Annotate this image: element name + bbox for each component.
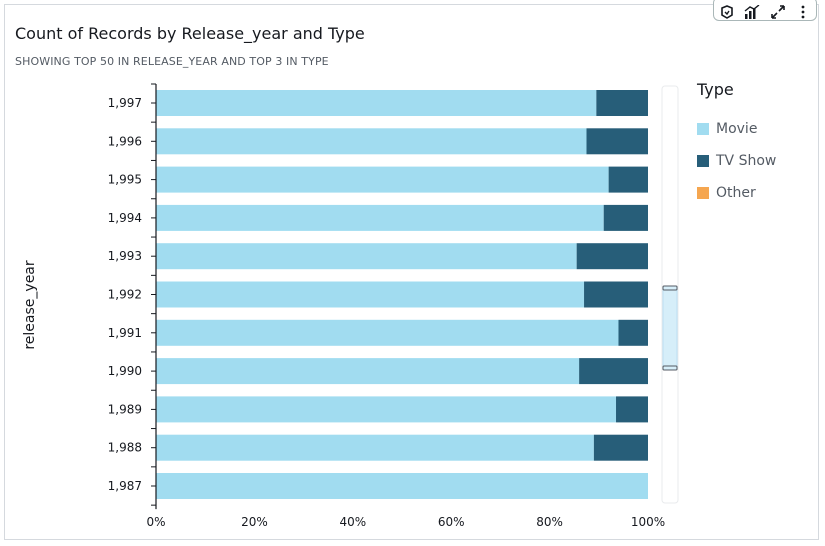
- bar-tv-show[interactable]: [616, 396, 648, 423]
- legend-item-other[interactable]: Other: [697, 183, 776, 202]
- bar-tv-show[interactable]: [608, 166, 648, 193]
- y-tick-label: 1,995: [108, 173, 142, 187]
- y-axis: 1,997 1,996 1,995 1,994 1,993 1,992 1,991 1,990…: [108, 83, 157, 510]
- bar-tv-show[interactable]: [576, 243, 648, 270]
- scrollbar[interactable]: [661, 85, 679, 504]
- bar-movie[interactable]: [156, 319, 619, 346]
- scrollbar-handle-bottom[interactable]: [662, 365, 678, 371]
- bar-tv-show[interactable]: [586, 128, 649, 155]
- bar-tv-show[interactable]: [593, 434, 648, 461]
- bars-group: [156, 90, 648, 499]
- bar-movie[interactable]: [156, 166, 609, 193]
- y-tick-label: 1,988: [108, 441, 142, 455]
- y-axis-title: release_year: [22, 260, 38, 350]
- legend: Type Movie TV Show Other: [697, 80, 776, 215]
- legend-label: Other: [716, 184, 756, 201]
- y-tick-label: 1,992: [108, 288, 142, 302]
- chart-type-icon[interactable]: [744, 5, 760, 19]
- y-tick-label: 1,987: [108, 479, 142, 493]
- bar-movie[interactable]: [156, 434, 594, 461]
- legend-swatch: [697, 122, 709, 135]
- bar-tv-show[interactable]: [618, 319, 648, 346]
- bar-movie[interactable]: [156, 358, 580, 385]
- bar-tv-show[interactable]: [584, 281, 648, 308]
- legend-title: Type: [697, 80, 734, 99]
- bar-tv-show[interactable]: [596, 90, 648, 116]
- bar-tv-show[interactable]: [579, 358, 648, 385]
- x-tick-label: 40%: [339, 515, 366, 529]
- y-tick-label: 1,994: [108, 211, 142, 225]
- y-tick-label: 1,990: [108, 364, 142, 378]
- y-tick-label: 1,996: [108, 134, 142, 148]
- legend-item-movie[interactable]: Movie: [697, 119, 776, 138]
- bar-movie[interactable]: [156, 281, 585, 308]
- bar-movie[interactable]: [156, 243, 577, 270]
- x-tick-label: 80%: [536, 515, 563, 529]
- scrollbar-thumb[interactable]: [662, 287, 678, 369]
- x-axis: 0% 20% 40% 60% 80% 100%: [146, 515, 665, 529]
- chart-title: Count of Records by Release_year and Typ…: [15, 24, 365, 43]
- legend-item-tv-show[interactable]: TV Show: [697, 151, 776, 170]
- bar-movie[interactable]: [156, 473, 648, 499]
- y-tick-label: 1,991: [108, 326, 142, 340]
- y-tick-label: 1,989: [108, 402, 142, 416]
- filter-icon[interactable]: [719, 5, 735, 19]
- y-tick-label: 1,993: [108, 249, 142, 263]
- bar-tv-show[interactable]: [603, 204, 648, 231]
- bar-movie[interactable]: [156, 90, 597, 116]
- x-tick-label: 0%: [146, 515, 165, 529]
- bar-movie[interactable]: [156, 396, 617, 423]
- more-icon[interactable]: [795, 5, 811, 19]
- legend-label: TV Show: [716, 152, 777, 169]
- legend-swatch: [697, 154, 709, 167]
- x-tick-label: 60%: [438, 515, 465, 529]
- bar-movie[interactable]: [156, 204, 604, 231]
- x-tick-label: 100%: [631, 515, 665, 529]
- x-tick-label: 20%: [241, 515, 268, 529]
- visual-toolbar: [713, 0, 817, 21]
- scrollbar-handle-top[interactable]: [662, 285, 678, 291]
- bar-movie[interactable]: [156, 128, 587, 155]
- expand-icon[interactable]: [770, 5, 786, 19]
- legend-label: Movie: [716, 120, 758, 137]
- legend-swatch: [697, 186, 709, 199]
- chart-subtitle: SHOWING TOP 50 IN RELEASE_YEAR AND TOP 3…: [15, 55, 329, 68]
- y-tick-label: 1,997: [108, 96, 142, 110]
